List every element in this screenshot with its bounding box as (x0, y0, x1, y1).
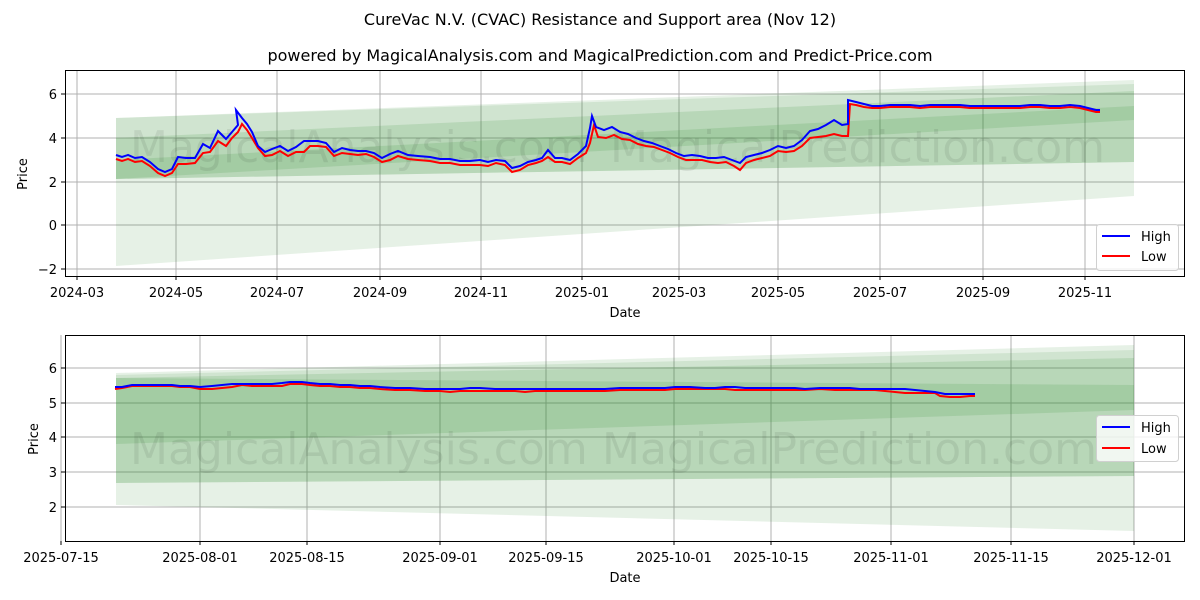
svg-text:4: 4 (49, 431, 57, 446)
bottom-x-axis-label: Date (609, 571, 640, 586)
legend-high-label-bottom: High (1141, 421, 1171, 436)
svg-text:2024-11: 2024-11 (454, 286, 508, 301)
bottom-legend: High Low (1096, 415, 1179, 462)
svg-text:4: 4 (49, 132, 57, 147)
watermark-magicalanalysis: MagicalAnalysis.com (130, 122, 588, 173)
bottom-x-ticks (60, 541, 1135, 545)
top-watermarks: MagicalAnalysis.com MagicalPrediction.co… (130, 122, 1105, 173)
bottom-y-tick-labels: 6 5 4 3 2 (49, 362, 57, 516)
watermark-magicalprediction: MagicalPrediction.com (610, 122, 1105, 173)
top-x-ticks (76, 276, 1086, 280)
svg-text:3: 3 (49, 466, 57, 481)
top-high-line (115, 98, 1100, 174)
legend-high-label: High (1141, 230, 1171, 245)
svg-text:2025-07-15: 2025-07-15 (23, 551, 99, 566)
svg-text:2025-01: 2025-01 (555, 286, 609, 301)
chart-subtitle: powered by MagicalAnalysis.com and Magic… (267, 46, 933, 65)
svg-text:6: 6 (49, 362, 57, 377)
legend-low-label-bottom: Low (1141, 442, 1167, 457)
legend-low-label: Low (1141, 250, 1167, 265)
svg-text:2025-11: 2025-11 (1058, 286, 1112, 301)
top-y-axis-label: Price (16, 158, 31, 190)
svg-text:2025-09-15: 2025-09-15 (508, 551, 584, 566)
svg-text:2024-09: 2024-09 (353, 286, 407, 301)
svg-text:2024-05: 2024-05 (149, 286, 203, 301)
top-axes-frame (65, 70, 1185, 277)
svg-text:2025-03: 2025-03 (652, 286, 706, 301)
bottom-y-ticks (61, 367, 65, 508)
bottom-x-tick-labels: 2025-07-15 2025-08-01 2025-08-15 2025-09… (23, 551, 1172, 566)
top-low-line (115, 102, 1100, 178)
svg-text:6: 6 (49, 88, 57, 103)
svg-text:2025-05: 2025-05 (751, 286, 805, 301)
bottom-low-line (114, 383, 975, 398)
svg-text:2025-11-01: 2025-11-01 (853, 551, 929, 566)
svg-text:2025-09-01: 2025-09-01 (402, 551, 478, 566)
watermark-magicalanalysis-bottom: MagicalAnalysis.com (130, 424, 588, 475)
svg-text:2025-12-01: 2025-12-01 (1096, 551, 1172, 566)
svg-text:2024-07: 2024-07 (250, 286, 304, 301)
top-y-ticks (61, 93, 65, 270)
svg-text:2025-10-15: 2025-10-15 (733, 551, 809, 566)
svg-text:2025-08-15: 2025-08-15 (269, 551, 345, 566)
svg-text:2: 2 (49, 176, 57, 191)
bottom-watermarks: MagicalAnalysis.com MagicalPrediction.co… (130, 424, 1097, 475)
svg-text:2025-07: 2025-07 (853, 286, 907, 301)
svg-text:2025-10-01: 2025-10-01 (636, 551, 712, 566)
svg-text:0: 0 (49, 219, 57, 234)
top-x-tick-labels: 2024-03 2024-05 2024-07 2024-09 2024-11 … (50, 286, 1112, 301)
top-grid (65, 70, 1185, 276)
svg-text:2: 2 (49, 501, 57, 516)
svg-text:2025-11-15: 2025-11-15 (973, 551, 1049, 566)
svg-text:2025-08-01: 2025-08-01 (162, 551, 238, 566)
top-chart: MagicalAnalysis.com MagicalPrediction.co… (16, 70, 1185, 321)
top-y-tick-labels: 6 4 2 0 −2 (38, 88, 57, 278)
svg-text:5: 5 (49, 397, 57, 412)
bottom-grid (60, 335, 1185, 541)
top-legend: High Low (1096, 224, 1179, 271)
svg-text:−2: −2 (38, 263, 57, 278)
svg-text:2025-09: 2025-09 (956, 286, 1010, 301)
top-x-axis-label: Date (609, 306, 640, 321)
watermark-magicalprediction-bottom: MagicalPrediction.com (602, 424, 1097, 475)
bottom-high-line (115, 381, 975, 395)
bottom-chart: MagicalAnalysis.com MagicalPrediction.co… (23, 335, 1185, 586)
svg-text:2024-03: 2024-03 (50, 286, 104, 301)
chart-title: CureVac N.V. (CVAC) Resistance and Suppo… (363, 10, 837, 29)
bottom-y-axis-label: Price (27, 423, 42, 455)
bottom-axes-frame (65, 335, 1185, 542)
